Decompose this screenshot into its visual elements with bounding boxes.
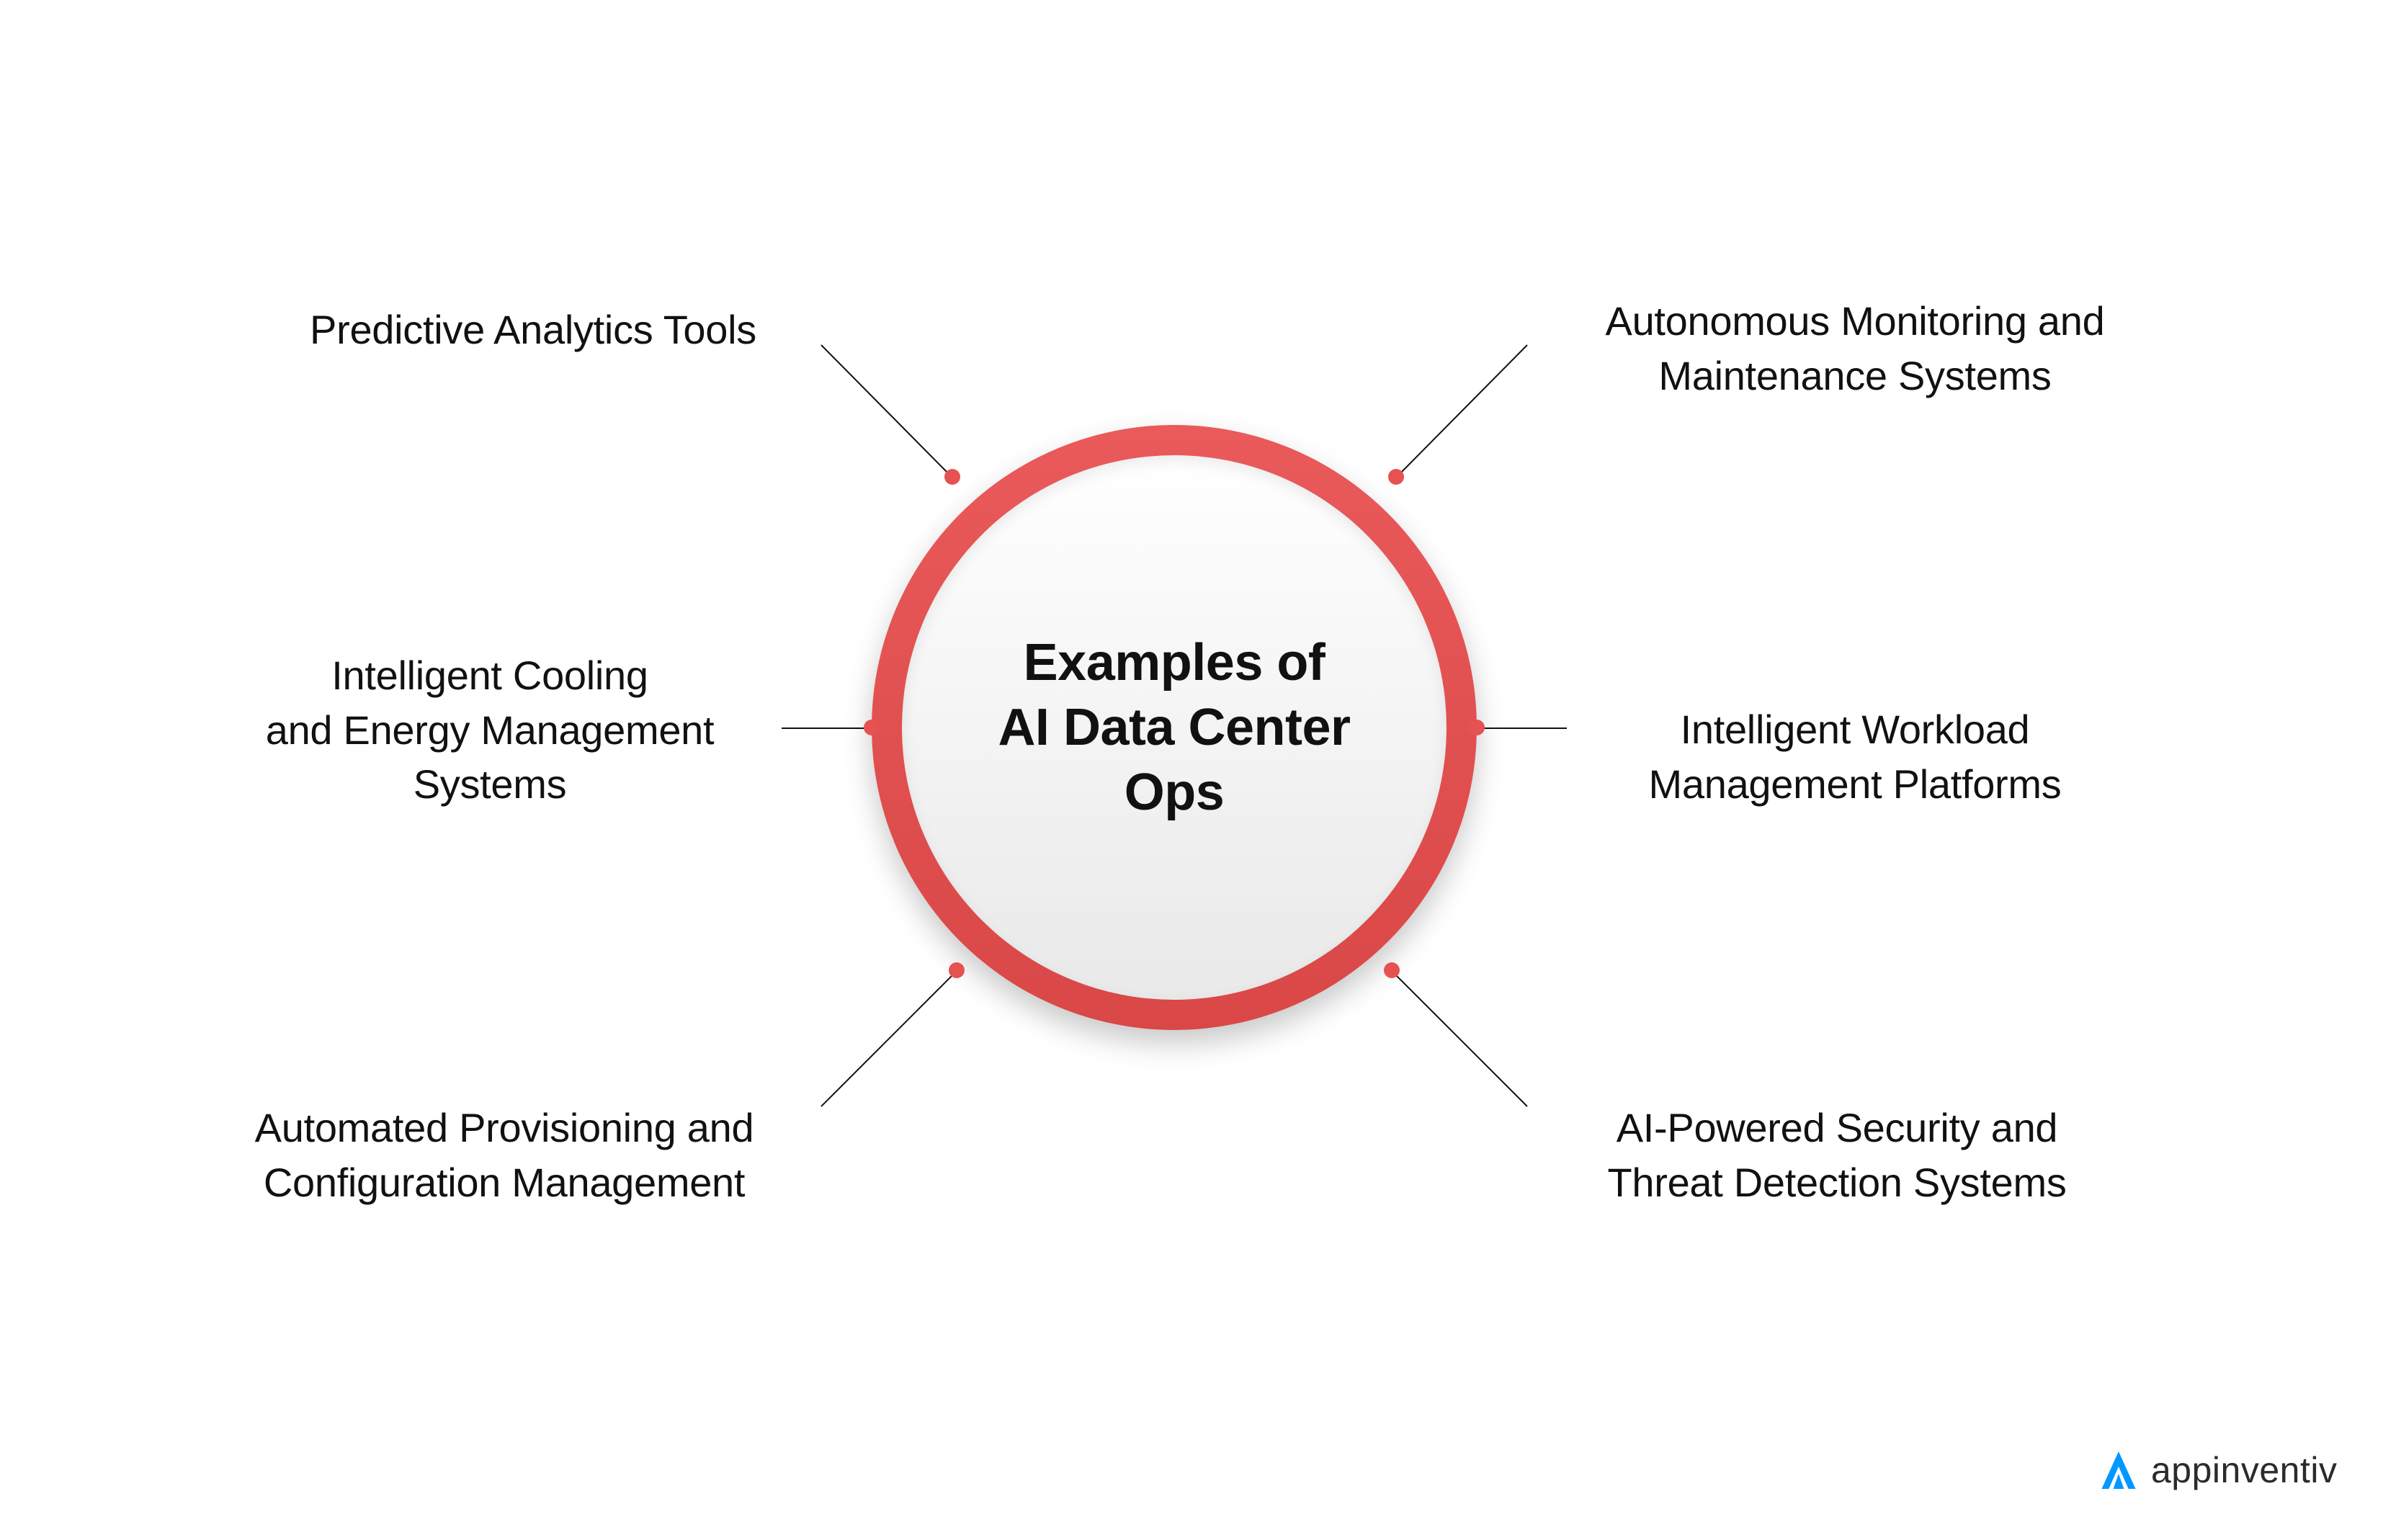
connector-dot-ai-security bbox=[1384, 962, 1400, 978]
center-disc: Examples of AI Data Center Ops bbox=[902, 455, 1447, 1000]
spoke-label-line: Systems bbox=[209, 757, 771, 812]
spoke-label-line: Threat Detection Systems bbox=[1542, 1155, 2132, 1210]
spoke-label-predictive-analytics: Predictive Analytics Tools bbox=[238, 303, 828, 357]
spoke-label-line: Configuration Management bbox=[187, 1155, 821, 1210]
spoke-label-automated-provisioning: Automated Provisioning andConfiguration … bbox=[187, 1101, 821, 1209]
spoke-label-line: AI-Powered Security and bbox=[1542, 1101, 2132, 1155]
spoke-label-line: Predictive Analytics Tools bbox=[238, 303, 828, 357]
center-title: Examples of AI Data Center Ops bbox=[998, 630, 1350, 825]
spoke-label-line: Management Platforms bbox=[1574, 757, 2136, 812]
spoke-label-line: Intelligent Cooling bbox=[209, 648, 771, 703]
connector-dot-predictive-analytics bbox=[944, 469, 960, 485]
connector-predictive-analytics bbox=[821, 344, 952, 478]
center-title-line1: Examples of bbox=[998, 630, 1350, 695]
spoke-label-intelligent-cooling: Intelligent Coolingand Energy Management… bbox=[209, 648, 771, 812]
connector-autonomous-monitoring bbox=[1395, 344, 1527, 478]
appinventiv-a-icon bbox=[2096, 1448, 2141, 1492]
spoke-label-line: Maintenance Systems bbox=[1538, 349, 2172, 403]
spoke-label-line: Autonomous Monitoring and bbox=[1538, 294, 2172, 349]
spoke-label-line: Intelligent Workload bbox=[1574, 702, 2136, 757]
center-title-line2: AI Data Center bbox=[998, 695, 1350, 760]
spoke-label-autonomous-monitoring: Autonomous Monitoring andMaintenance Sys… bbox=[1538, 294, 2172, 403]
connector-automated-provisioning bbox=[821, 970, 957, 1106]
center-title-line3: Ops bbox=[998, 760, 1350, 825]
connector-dot-intelligent-cooling bbox=[864, 720, 880, 735]
spoke-label-ai-security: AI-Powered Security andThreat Detection … bbox=[1542, 1101, 2132, 1209]
connector-ai-security bbox=[1391, 970, 1527, 1106]
connector-intelligent-workload bbox=[1477, 728, 1567, 729]
connector-intelligent-cooling bbox=[782, 728, 872, 729]
brand-logo: appinventiv bbox=[2096, 1448, 2337, 1492]
spoke-label-line: and Energy Management bbox=[209, 703, 771, 758]
brand-name: appinventiv bbox=[2151, 1449, 2337, 1491]
connector-dot-automated-provisioning bbox=[949, 962, 965, 978]
spoke-label-line: Automated Provisioning and bbox=[187, 1101, 821, 1155]
diagram-stage: Examples of AI Data Center Ops Predictiv… bbox=[0, 0, 2401, 1540]
connector-dot-intelligent-workload bbox=[1469, 720, 1485, 735]
connector-dot-autonomous-monitoring bbox=[1388, 469, 1404, 485]
spoke-label-intelligent-workload: Intelligent WorkloadManagement Platforms bbox=[1574, 702, 2136, 811]
